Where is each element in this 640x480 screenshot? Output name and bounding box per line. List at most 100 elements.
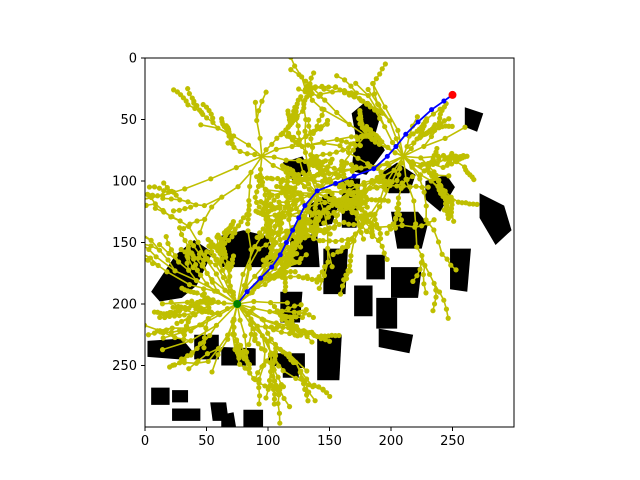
tree-edge [217,334,229,350]
tree-edge [405,179,415,202]
tree-node [263,89,269,95]
tree-node [233,338,239,344]
tree-node [364,196,371,203]
tree-node [281,214,287,220]
tree-node [432,122,438,128]
tree-edge [221,186,239,198]
path-waypoint [302,203,308,209]
tree-node [253,208,259,214]
tree-edge [239,319,246,337]
tree-edge [326,248,333,267]
tree-node [246,365,252,372]
tree-node [337,291,344,297]
tree-node [431,217,437,223]
tree-node [321,140,327,146]
tree-edge [184,178,212,190]
tree-node [268,175,274,181]
tree-edge [302,206,310,223]
tree-node [321,106,327,113]
tree-edge [253,307,270,313]
tree-edge [251,278,267,294]
tree-edge [384,106,399,131]
tree-node [449,123,455,129]
tree-node [298,94,304,100]
tree-node [446,173,452,179]
tree-node [372,211,378,217]
tree-node [340,208,346,214]
tree-node [353,80,359,86]
tree-node [284,179,291,185]
tree-node [453,267,459,273]
tree-node [329,264,335,270]
tree-node [320,387,326,393]
tree-node [187,239,194,245]
tree-node [303,307,309,313]
tree-node [254,234,260,241]
tree-node [326,338,333,344]
start-marker [233,300,242,308]
tree-node [159,301,166,307]
tree-edge [189,283,215,292]
tree-node [163,234,169,240]
obstacle [464,107,484,132]
tree-node [345,190,351,196]
tree-node [152,205,158,211]
tree-node [312,398,318,404]
tree-node [279,163,285,169]
tree-node [335,174,341,181]
path-waypoint [393,144,399,150]
tree-node [250,305,257,311]
tree-node [423,290,429,296]
tree-edge [282,191,301,194]
tree-edge [237,171,252,188]
tree-edge [155,256,176,272]
tree-node [299,314,306,321]
tree-node [273,240,279,246]
y-tick-label: 100 [112,175,137,190]
tree-node [296,86,302,92]
obstacle [391,267,422,298]
tree-node [277,236,283,243]
tree-node [335,249,341,255]
x-tick-label: 0 [141,434,149,449]
tree-node [327,231,333,237]
tree-edge [233,135,249,146]
tree-node [348,253,354,259]
tree-edge [420,155,439,159]
tree-node [231,324,237,330]
tree-node [241,282,248,289]
tree-edge [166,271,190,286]
tree-node [176,207,182,213]
tree-node [425,184,431,190]
tree-node [159,347,166,353]
axes-layer: 0 50 100 150 200 250 0 50 100 150 200 250 [112,52,465,450]
tree-edge [383,126,394,143]
tree-node [460,153,466,159]
tree-node [320,159,326,165]
tree-edge [145,254,151,259]
x-tick-label: 50 [198,434,215,449]
tree-node [277,222,283,229]
tree-node [357,107,363,114]
tree-edge [162,301,188,305]
tree-node [308,87,314,94]
tree-node [246,361,253,368]
tree-node [237,317,243,323]
path-waypoint [441,98,447,104]
tree-node [410,278,416,284]
tree-edge [250,155,263,173]
tree-node [336,221,342,228]
tree-node [167,364,173,370]
tree-edge [276,145,293,151]
tree-node [385,198,391,204]
tree-node [182,305,188,311]
tree-node [384,160,390,166]
tree-node [156,241,163,248]
tree-node [177,225,183,231]
y-tick-label: 150 [112,236,137,251]
tree-node [230,219,236,225]
tree-node [198,249,204,256]
tree-node [293,314,299,320]
tree-node [205,236,211,243]
tree-node [384,256,390,263]
